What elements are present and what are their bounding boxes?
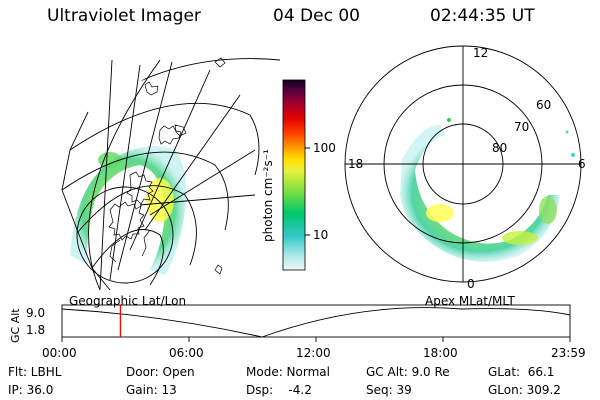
time-label: 02:44:35 UT <box>430 6 535 26</box>
colorbar-tick-100: 100 <box>313 141 336 155</box>
timeline-tick-0: 00:00 <box>42 346 77 360</box>
info-filter: Flt: LBHL <box>8 365 62 379</box>
altitude-curve <box>61 307 571 338</box>
info-seq: Seq: 39 <box>366 383 412 397</box>
info-gain: Gain: 13 <box>126 383 177 397</box>
instrument-title: Ultraviolet Imager <box>47 6 201 26</box>
colorbar-tick-10: 10 <box>313 228 329 242</box>
mlat-label-70: 70 <box>514 120 530 134</box>
mlat-label-60: 60 <box>536 98 552 112</box>
timeline-tick-1: 06:00 <box>169 346 204 360</box>
mlt-label-0: 0 <box>467 277 475 291</box>
info-dsp: Dsp: -4.2 <box>246 383 312 397</box>
geo-graticule <box>61 58 281 291</box>
timeline-tick-2: 12:00 <box>296 346 331 360</box>
info-glat: GLat: 66.1 <box>488 365 555 379</box>
timeline-ticks <box>61 337 571 342</box>
info-glon: GLon: 309.2 <box>488 383 561 397</box>
timeline-ylabel: GC Alt <box>9 308 22 343</box>
polar-aurora <box>400 118 575 262</box>
altitude-timeline[interactable] <box>61 304 582 345</box>
timeline-ymax: 9.0 <box>26 306 46 320</box>
timeline-ymin: 1.8 <box>26 323 46 337</box>
geo-coastlines <box>108 57 226 275</box>
timeline-left-title: Geographic Lat/Lon <box>69 294 187 308</box>
colorbar <box>282 79 310 271</box>
mlt-label-18: 18 <box>348 157 364 171</box>
info-mode: Mode: Normal <box>246 365 330 379</box>
timeline-right-title: Apex MLat/MLT <box>425 294 515 308</box>
polar-grid <box>344 45 582 283</box>
date-label: 04 Dec 00 <box>273 6 360 26</box>
info-gc-alt: GC Alt: 9.0 Re <box>366 365 450 379</box>
mlt-label-6: 6 <box>578 157 586 171</box>
mlat-label-80: 80 <box>492 141 508 155</box>
mlt-label-12: 12 <box>473 46 489 60</box>
timeline-tick-3: 18:00 <box>423 346 458 360</box>
info-ip: IP: 36.0 <box>8 383 54 397</box>
info-door: Door: Open <box>126 365 195 379</box>
timeline-tick-4: 23:59 <box>551 346 586 360</box>
